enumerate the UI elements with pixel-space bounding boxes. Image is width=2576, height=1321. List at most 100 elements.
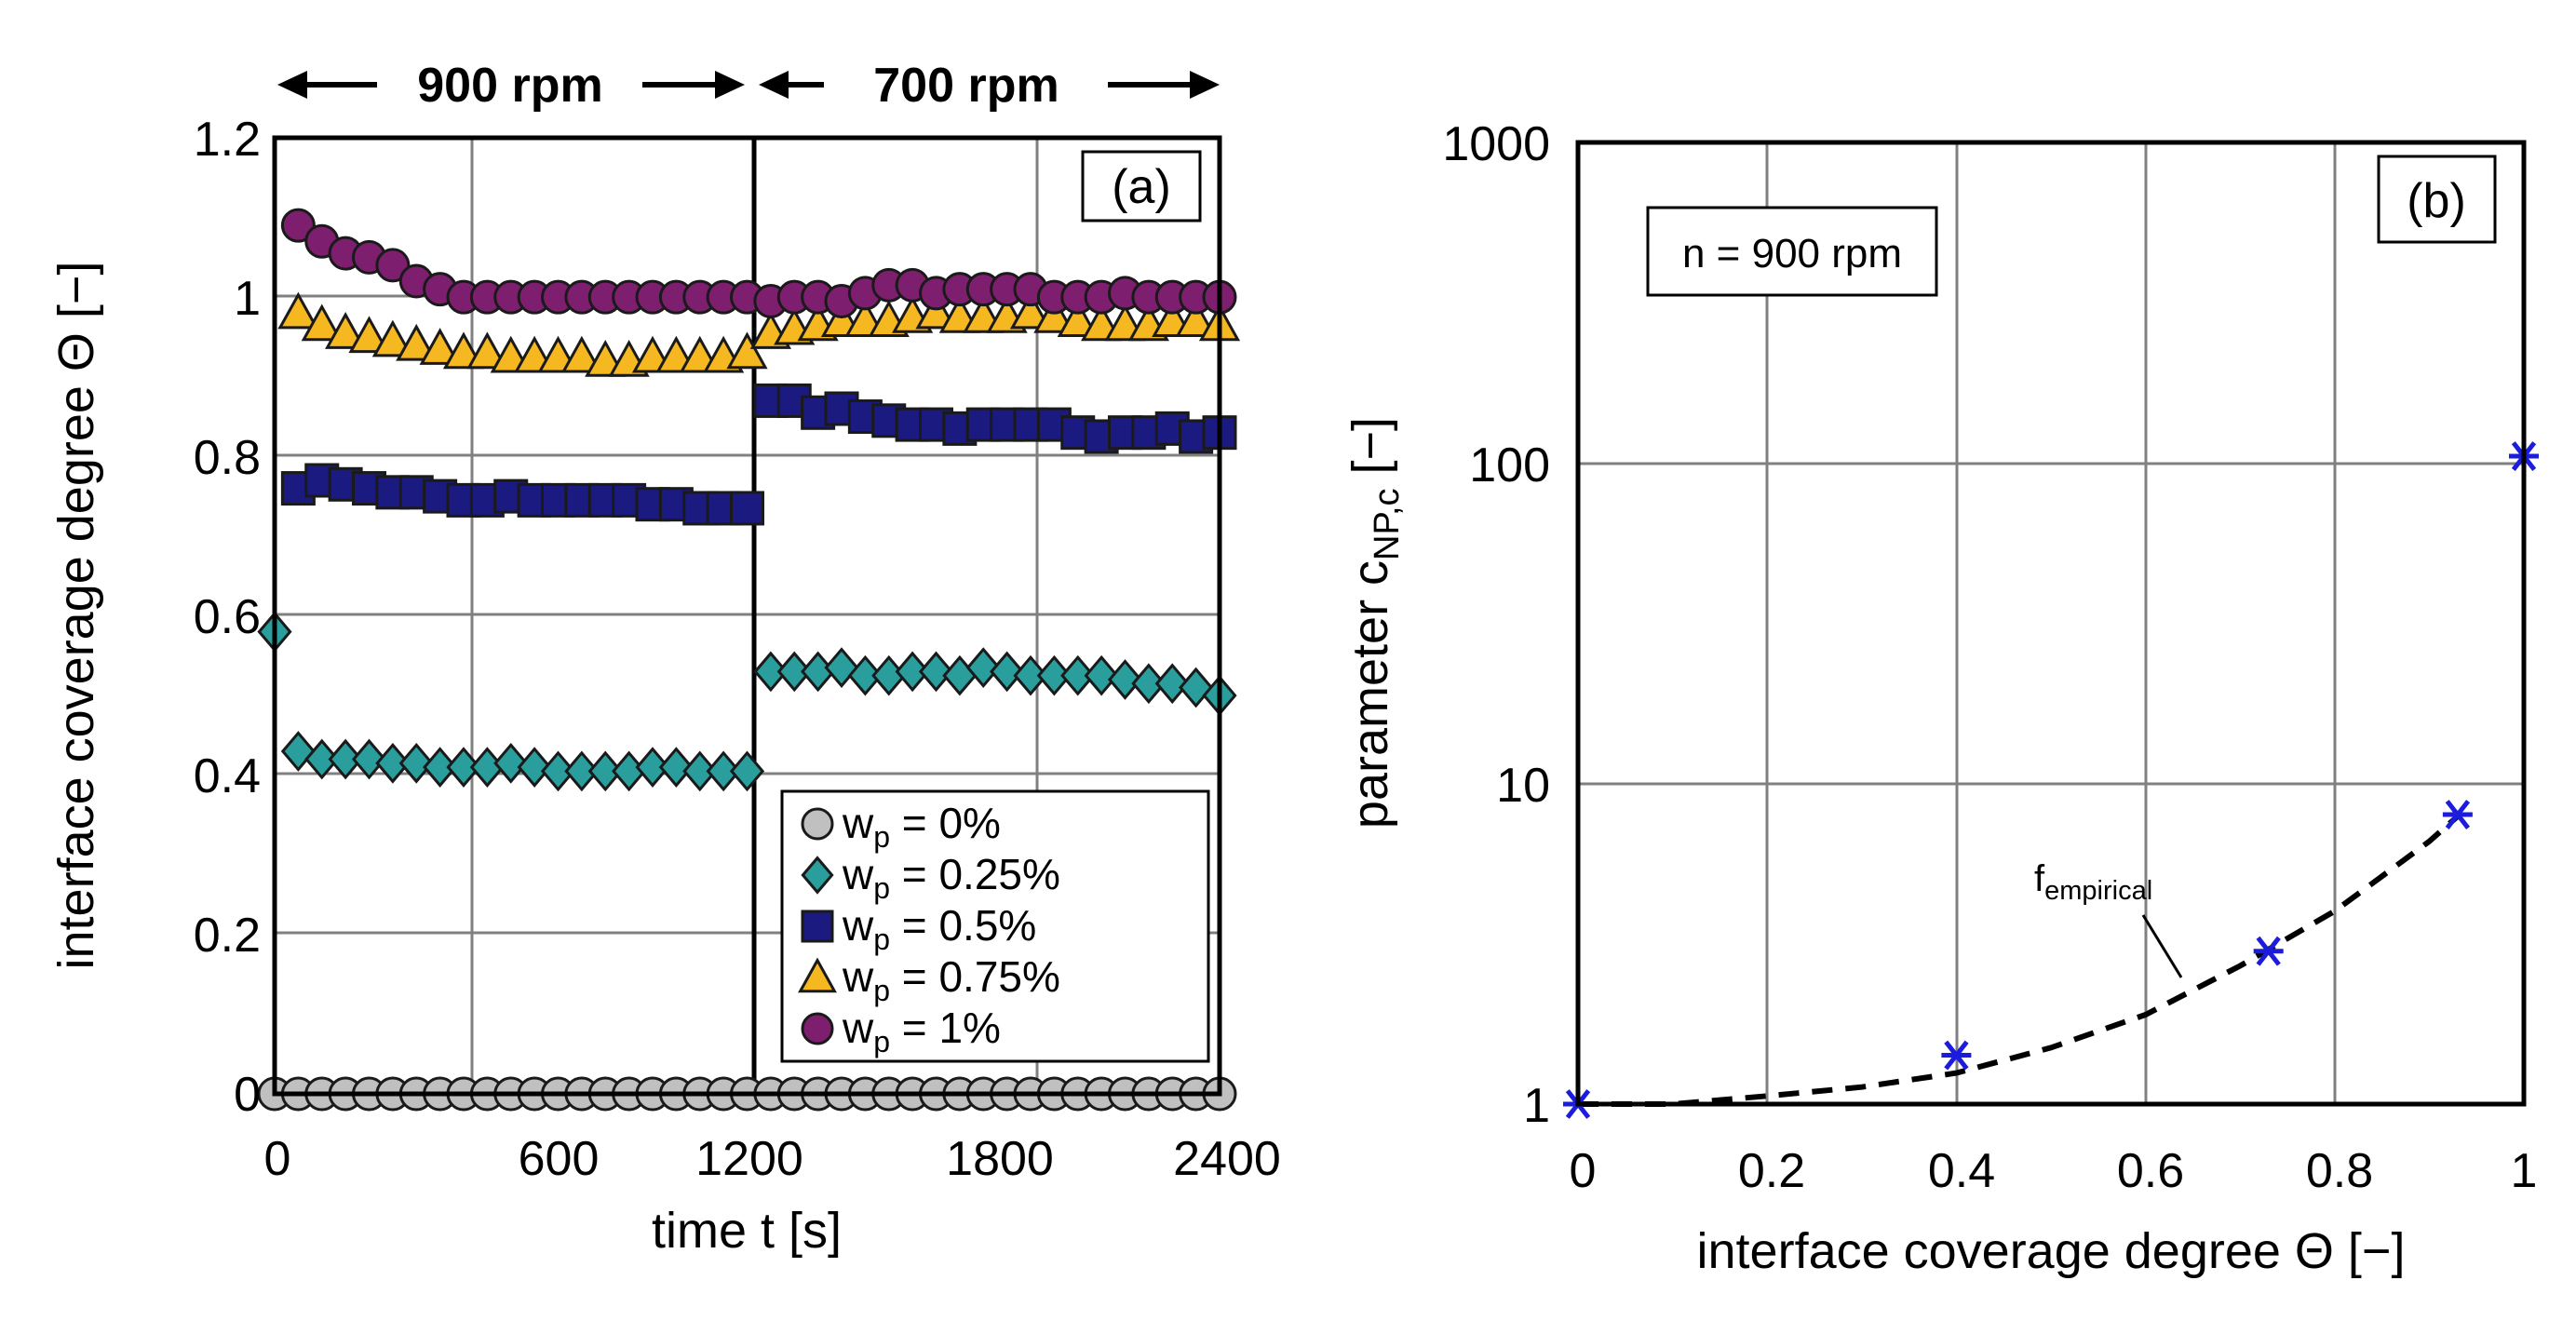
series-w-p-0.25- [257,611,1237,792]
a-point-s1-11 [517,747,552,788]
a-point-s1-19 [706,750,741,792]
legend-base-4: w [842,1004,874,1052]
panel-b-grid [1578,142,2524,1104]
a-ytick-0.8: 0.8 [194,431,261,485]
legend-entry-0: wp = 0% [842,799,1001,854]
b-point-1 [1941,1040,1972,1071]
b-y-label-rest: [−] [1342,417,1398,489]
a-point-s3-33 [1057,300,1099,337]
a-xtick-600: 600 [519,1132,600,1186]
legend-sub-3: p [873,974,890,1007]
inset-rpm-text: n = 900 rpm [1682,231,1902,276]
a-point-s1-10 [493,742,529,784]
a-point-s1-30 [965,647,1001,688]
panel-a-legend: wp = 0%wp = 0.25%wp = 0.5%wp = 0.75%wp =… [780,789,1210,1063]
a-point-s1-12 [540,750,576,792]
rpm-region-700: 700 rpm [759,59,1220,113]
a-point-s1-36 [1107,659,1143,700]
a-point-s1-3 [328,738,363,780]
fit-annotation-label: fempirical [2034,858,2152,906]
a-point-s1-6 [398,742,434,784]
rpm-label-900: 900 rpm [417,59,602,113]
panel-b-marks [1563,441,2539,1119]
a-point-s1-21 [753,651,789,693]
a-point-s1-31 [990,651,1025,693]
legend-base-0: w [842,799,874,847]
legend-base-1: w [842,850,874,898]
b-xtick-0.8: 0.8 [2306,1144,2373,1198]
a-point-s3-2 [325,312,367,349]
a-point-s1-14 [587,750,623,792]
series-w-p-0.5- [280,383,1237,526]
a-point-s1-22 [776,651,812,693]
b-point-3 [2442,800,2473,829]
a-xtick-2400: 2400 [1173,1132,1281,1186]
a-point-s3-31 [1009,291,1052,330]
a-point-s3-38 [1175,300,1217,337]
a-ytick-1: 1 [234,272,261,326]
legend-rest-1: = 0.25% [890,850,1060,898]
b-xtick-1: 1 [2511,1144,2538,1198]
series-w-p-0.75- [277,291,1241,377]
legend-rest-0: = 0% [890,799,1001,847]
legend-marker-2 [801,910,834,943]
b-y-label-base: parameter c [1342,560,1398,829]
panel-b: 1 10 100 1000 0 0.2 0.4 0.6 0.8 1 interf… [1342,117,2539,1279]
a-point-s1-17 [658,747,694,788]
b-y-axis-label: parameter cNP,c [−] [1342,417,1407,829]
legend-sub-2: p [873,923,890,956]
panel-b-frame [1575,140,2527,1107]
b-xtick-0.4: 0.4 [1928,1144,1995,1198]
panel-b-label: (b) [2407,174,2466,228]
a-point-s3-32 [1033,295,1075,333]
legend-entry-1: wp = 0.25% [842,850,1060,905]
legend-entry-3: wp = 0.75% [842,952,1060,1007]
a-point-s1-18 [682,750,718,792]
fit-curve-f-empirical [1578,814,2460,1107]
b-xtick-0.6: 0.6 [2117,1144,2184,1198]
a-ytick-1.2: 1.2 [194,113,261,167]
legend-marker-4 [801,1012,834,1045]
a-point-s1-34 [1060,654,1096,696]
a-xtick-1200: 1200 [695,1132,803,1186]
b-ytick-100: 100 [1469,438,1550,492]
a-point-s3-1 [301,303,343,342]
a-ytick-0: 0 [234,1068,261,1122]
panel-a-label-box [1081,150,1202,222]
a-ytick-0.2: 0.2 [194,909,261,963]
a-point-s4-0 [280,208,316,243]
a-point-s1-16 [635,747,670,788]
inset-box [1646,206,1938,297]
a-point-s1-2 [304,738,340,780]
a-point-s3-19 [726,331,768,370]
a-point-s1-32 [1013,654,1048,696]
a-ytick-0.4: 0.4 [194,749,261,803]
rpm-label-700: 700 rpm [873,59,1059,113]
legend-marker-0 [801,807,834,841]
a-point-s3-5 [396,323,438,361]
a-point-s1-28 [918,651,954,693]
series-w-p-1- [280,208,1237,318]
a-x-axis-label: time t [s] [652,1203,842,1259]
a-point-s2-19 [730,491,764,526]
legend-sub-4: p [873,1025,890,1058]
a-point-s1-39 [1179,667,1214,708]
fit-annotation-leader [2141,914,2183,978]
a-point-s3-3 [348,316,390,354]
panel-a-frame [272,135,1222,1097]
b-y-label-sub: NP,c [1368,488,1407,559]
a-point-s1-7 [423,747,458,788]
a-point-s1-25 [847,654,883,696]
a-point-s1-13 [564,750,600,792]
a-xtick-0: 0 [264,1132,291,1186]
b-x-axis-label: interface coverage degree Θ [−] [1697,1223,2406,1279]
legend-base-3: w [842,952,874,1001]
panel-a-label: (a) [1112,160,1171,214]
a-point-s1-38 [1154,663,1190,705]
a-point-s3-12 [560,335,602,373]
a-point-s3-27 [915,291,957,330]
legend-box [780,789,1210,1063]
a-point-s3-6 [419,328,461,365]
panel-b-label-box [2377,155,2497,244]
